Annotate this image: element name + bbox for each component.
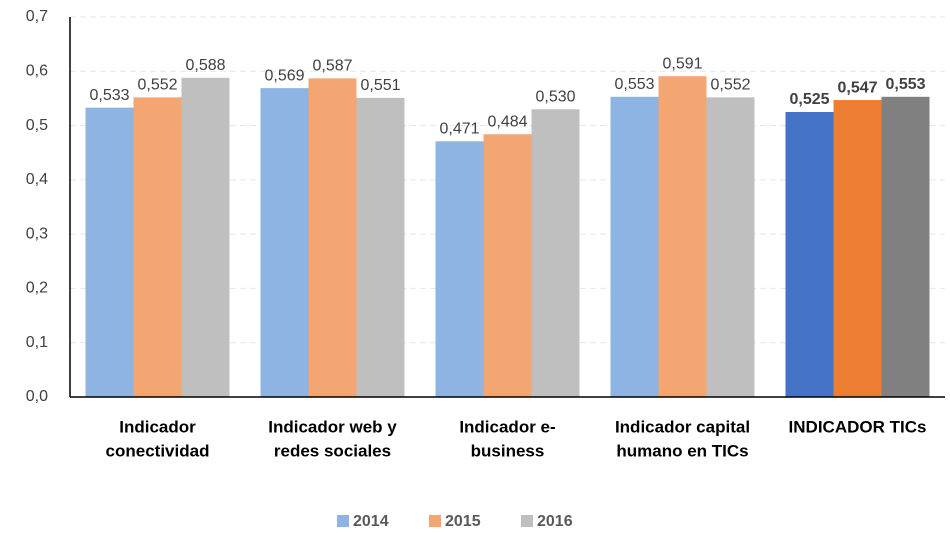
x-tick-label: INDICADOR TICs [789,417,927,436]
x-tick-label: Indicador web y [268,417,397,436]
y-tick-label: 0,5 [26,117,48,134]
data-label: 0,591 [662,55,702,72]
x-tick-label: business [471,441,545,460]
bar [658,76,707,398]
legend-label: 2015 [445,513,481,530]
bar [356,97,405,397]
data-label: 0,551 [360,77,400,94]
data-label: 0,552 [137,77,177,94]
data-label: 0,484 [487,113,527,130]
bar [610,96,659,398]
y-tick-label: 0,1 [26,334,48,351]
bar [706,97,755,397]
data-label: 0,588 [185,57,225,74]
bar [785,112,834,397]
bar [133,97,182,397]
bar [260,88,309,397]
y-tick-label: 0,2 [26,280,48,297]
data-label: 0,525 [789,91,829,108]
bar [833,100,882,398]
bar [531,109,580,398]
data-label: 0,569 [264,67,304,84]
x-tick-label: Indicador [119,417,196,436]
x-tick-label: Indicador capital [615,417,750,436]
y-tick-label: 0,0 [26,388,48,405]
x-tick-label: humano en TICs [616,441,748,460]
data-label: 0,552 [710,77,750,94]
legend-swatch [337,515,349,527]
x-tick-label: conectividad [106,441,210,460]
data-label: 0,533 [89,87,129,104]
data-label: 0,471 [439,121,479,138]
data-label: 0,553 [885,76,925,93]
y-tick-label: 0,7 [26,8,48,25]
data-label: 0,547 [837,79,877,96]
data-label: 0,553 [614,76,654,93]
bar [181,77,230,398]
data-label: 0,587 [312,58,352,75]
data-label: 0,530 [535,89,575,106]
bar [435,141,484,397]
legend-swatch [429,515,441,527]
y-tick-label: 0,4 [26,171,48,188]
bar [308,78,357,397]
y-tick-label: 0,3 [26,225,48,242]
y-tick-label: 0,6 [26,63,48,80]
legend-label: 2016 [537,513,573,530]
bar [483,134,532,397]
legend: 2014 2015 2016 [337,513,573,530]
legend-swatch [521,515,533,527]
bar [881,96,930,398]
bar [85,107,134,398]
legend-label: 2014 [353,513,389,530]
x-tick-label: Indicador e- [459,417,555,436]
x-tick-label: redes sociales [274,441,391,460]
